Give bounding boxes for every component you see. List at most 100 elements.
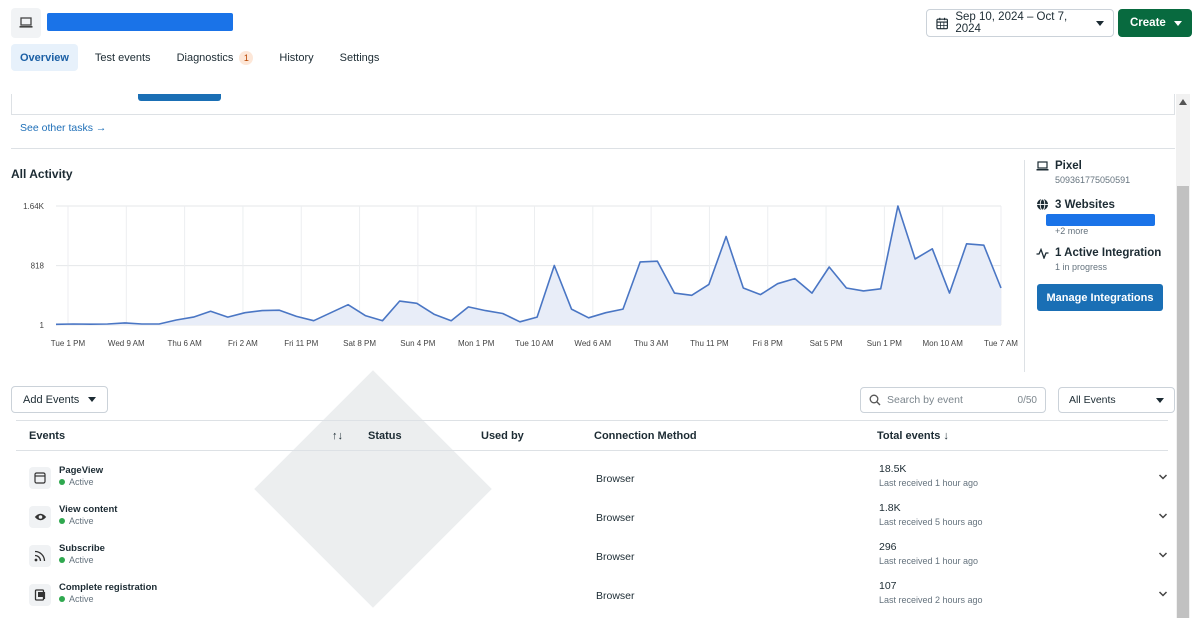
table-row[interactable]: Subscribe Active Browser 296 Last receiv… (16, 541, 1168, 580)
search-input[interactable] (887, 394, 997, 406)
event-last-received: Last received 5 hours ago (879, 517, 983, 527)
pixel-id: 509361775050591 (1055, 175, 1131, 185)
event-total: 296 (879, 541, 897, 553)
event-status: Active (59, 555, 94, 565)
date-range-picker[interactable]: Sep 10, 2024 – Oct 7, 2024 (926, 9, 1114, 37)
see-other-tasks-link[interactable]: See other tasks → (20, 122, 107, 134)
activity-pulse-icon (1036, 247, 1049, 259)
event-name: View content (59, 504, 118, 515)
websites-row[interactable]: 3 Websites (1036, 198, 1176, 211)
redacted-account-name (47, 13, 233, 31)
tab-bar: Overview Test events Diagnostics 1 Histo… (11, 44, 396, 71)
event-connection-method: Browser (596, 590, 635, 602)
integration-label: 1 Active Integration (1055, 247, 1162, 259)
tab-test-events[interactable]: Test events (94, 51, 151, 64)
page-icon (29, 467, 51, 489)
event-status-label: Active (69, 555, 94, 565)
sort-icon[interactable]: ↑↓ (332, 430, 343, 442)
side-panel: Pixel 509361775050591 3 Websites +2 more… (1036, 160, 1176, 272)
y-tick-label: 818 (31, 262, 45, 271)
event-last-received: Last received 1 hour ago (879, 478, 979, 488)
page-scrollbar[interactable] (1176, 94, 1190, 618)
event-total: 18.5K (879, 463, 907, 475)
task-action-button[interactable] (138, 94, 221, 101)
col-status: Status (368, 430, 402, 442)
chevron-down-icon (1173, 20, 1182, 26)
chevron-down-icon (88, 397, 97, 402)
x-tick-label: Sun 4 PM (400, 339, 435, 348)
event-name: Complete registration (59, 582, 158, 593)
event-connection-method: Browser (596, 551, 635, 563)
event-status-label: Active (69, 477, 94, 487)
chevron-down-icon[interactable] (1158, 590, 1168, 598)
status-dot (59, 557, 65, 563)
x-tick-label: Thu 3 AM (634, 339, 669, 348)
table-row[interactable]: PageView Active Browser 18.5K Last recei… (16, 463, 1168, 502)
tab-diagnostics[interactable]: Diagnostics 1 (168, 44, 263, 71)
y-tick-label: 1.64K (23, 202, 45, 211)
manage-integrations-button[interactable]: Manage Integrations (1037, 284, 1163, 311)
redacted-website (1046, 214, 1155, 226)
status-dot (59, 518, 65, 524)
events-table-header: Events ↑↓ Status Used by Connection Meth… (16, 420, 1168, 451)
websites-more[interactable]: +2 more (1055, 226, 1089, 236)
event-connection-method: Browser (596, 473, 635, 485)
x-tick-label: Fri 11 PM (284, 339, 318, 348)
x-tick-label: Sun 1 PM (867, 339, 902, 348)
event-name: PageView (59, 465, 104, 476)
search-icon (869, 394, 881, 406)
event-filter-dropdown[interactable]: All Events (1058, 387, 1175, 413)
table-row[interactable]: View content Active Browser 1.8K Last re… (16, 502, 1168, 541)
top-bar: Sep 10, 2024 – Oct 7, 2024 Create (0, 0, 1200, 44)
event-status: Active (59, 516, 94, 526)
chevron-down-icon[interactable] (1158, 473, 1168, 481)
col-connection-method: Connection Method (594, 430, 697, 442)
event-total: 107 (879, 580, 897, 592)
x-tick-label: Thu 11 PM (690, 339, 729, 348)
chevron-down-icon[interactable] (1158, 551, 1168, 559)
tab-settings[interactable]: Settings (339, 51, 380, 64)
tasks-card (11, 94, 1175, 115)
integration-status: 1 in progress (1055, 262, 1108, 272)
create-button[interactable]: Create (1118, 9, 1192, 37)
diagnostics-badge: 1 (239, 50, 254, 65)
x-tick-label: Thu 6 AM (168, 339, 203, 348)
section-divider (11, 148, 1175, 149)
laptop-icon[interactable] (11, 8, 41, 38)
chevron-down-icon (1156, 397, 1164, 403)
tab-history[interactable]: History (279, 51, 314, 64)
table-row[interactable]: Complete registration Active Browser 107… (16, 580, 1168, 618)
integration-row: 1 Active Integration (1036, 247, 1176, 259)
vertical-divider (1024, 160, 1025, 372)
globe-icon (1037, 198, 1048, 211)
event-filter-label: All Events (1069, 394, 1116, 406)
col-total-events[interactable]: Total events ↓ (877, 430, 949, 442)
x-tick-label: Fri 8 PM (753, 339, 784, 348)
activity-area (56, 206, 1001, 325)
x-tick-label: Sat 5 PM (810, 339, 843, 348)
event-status-label: Active (69, 516, 94, 526)
status-dot (59, 479, 65, 485)
activity-line (55, 205, 1002, 326)
clipboard-icon (29, 584, 51, 606)
col-events[interactable]: Events (29, 430, 66, 442)
event-total: 1.8K (879, 502, 901, 514)
event-status-label: Active (69, 594, 94, 604)
tab-diagnostics-label: Diagnostics (176, 51, 234, 64)
event-search-box: 0/50 (860, 387, 1046, 413)
pixel-row: Pixel (1036, 160, 1176, 172)
event-connection-method: Browser (596, 512, 635, 524)
event-status: Active (59, 477, 94, 487)
x-tick-label: Wed 6 AM (574, 339, 611, 348)
create-label: Create (1130, 17, 1166, 29)
x-tick-label: Mon 1 PM (458, 339, 495, 348)
add-events-button[interactable]: Add Events (11, 386, 108, 413)
tab-overview[interactable]: Overview (11, 44, 78, 71)
event-status: Active (59, 594, 94, 604)
calendar-icon (936, 17, 948, 29)
scroll-up-arrow-icon[interactable] (1179, 99, 1187, 105)
add-events-label: Add Events (23, 393, 80, 406)
scrollbar-thumb[interactable] (1177, 186, 1189, 618)
y-tick-label: 1 (40, 321, 45, 330)
chevron-down-icon[interactable] (1158, 512, 1168, 520)
